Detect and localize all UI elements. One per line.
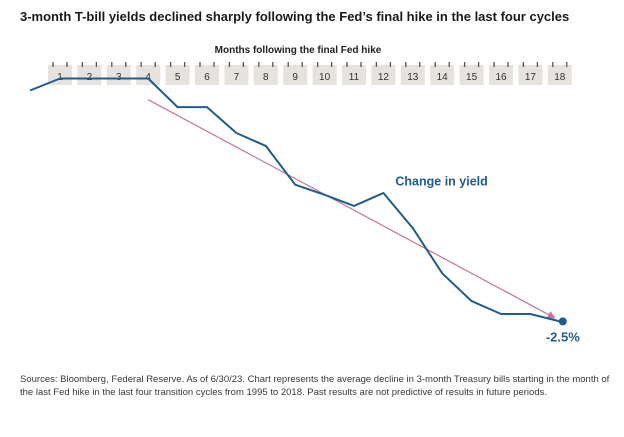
month-tick-label: 9 — [292, 72, 298, 83]
x-axis-title: Months following the final Fed hike — [215, 45, 382, 56]
month-tick-label: 8 — [263, 72, 269, 83]
end-point-marker — [558, 317, 567, 326]
month-tab — [547, 65, 572, 85]
month-tick-label: 15 — [466, 72, 478, 83]
month-tab — [106, 65, 131, 85]
month-tick-label: 7 — [234, 72, 240, 83]
source-note: Sources: Bloomberg, Federal Reserve. As … — [20, 374, 610, 398]
month-tabs: 1 2 3 4 5 6 7 8 9 10 11 12 13 14 15 16 17 18 — [48, 62, 572, 85]
month-tick-label: 5 — [175, 72, 181, 83]
month-tick-label: 14 — [437, 72, 449, 83]
month-tick-label: 13 — [407, 72, 419, 83]
trend-arrow — [147, 99, 556, 319]
month-tick-label: 10 — [319, 72, 331, 83]
month-tab — [489, 65, 513, 85]
month-tick-label: 17 — [525, 72, 537, 83]
month-tick-label: 11 — [349, 72, 360, 83]
month-tick-label: 18 — [554, 72, 566, 83]
month-tab — [518, 65, 543, 85]
month-tab — [371, 65, 396, 85]
month-tick-label: 6 — [204, 72, 210, 83]
month-tab — [400, 65, 425, 85]
month-tab — [77, 65, 102, 85]
change-in-yield-line — [29, 77, 561, 323]
month-tab — [224, 65, 249, 85]
chart-title: 3-month T-bill yields declined sharply f… — [20, 9, 570, 24]
month-tab — [253, 65, 278, 85]
series-label: Change in yield — [395, 175, 487, 189]
plot-area: Change in yield -2.5% — [29, 77, 580, 344]
month-tick-label: 12 — [378, 72, 390, 83]
month-tab — [165, 65, 190, 85]
end-value-label: -2.5% — [546, 329, 580, 344]
month-tab — [342, 65, 366, 85]
month-tab — [195, 65, 219, 85]
month-tab — [459, 65, 484, 85]
month-tab — [312, 65, 337, 85]
month-tab — [430, 65, 455, 85]
month-tick-label: 16 — [495, 72, 507, 83]
month-tab — [136, 65, 161, 85]
month-tab — [283, 65, 308, 85]
month-tick-label: 4 — [145, 72, 151, 83]
